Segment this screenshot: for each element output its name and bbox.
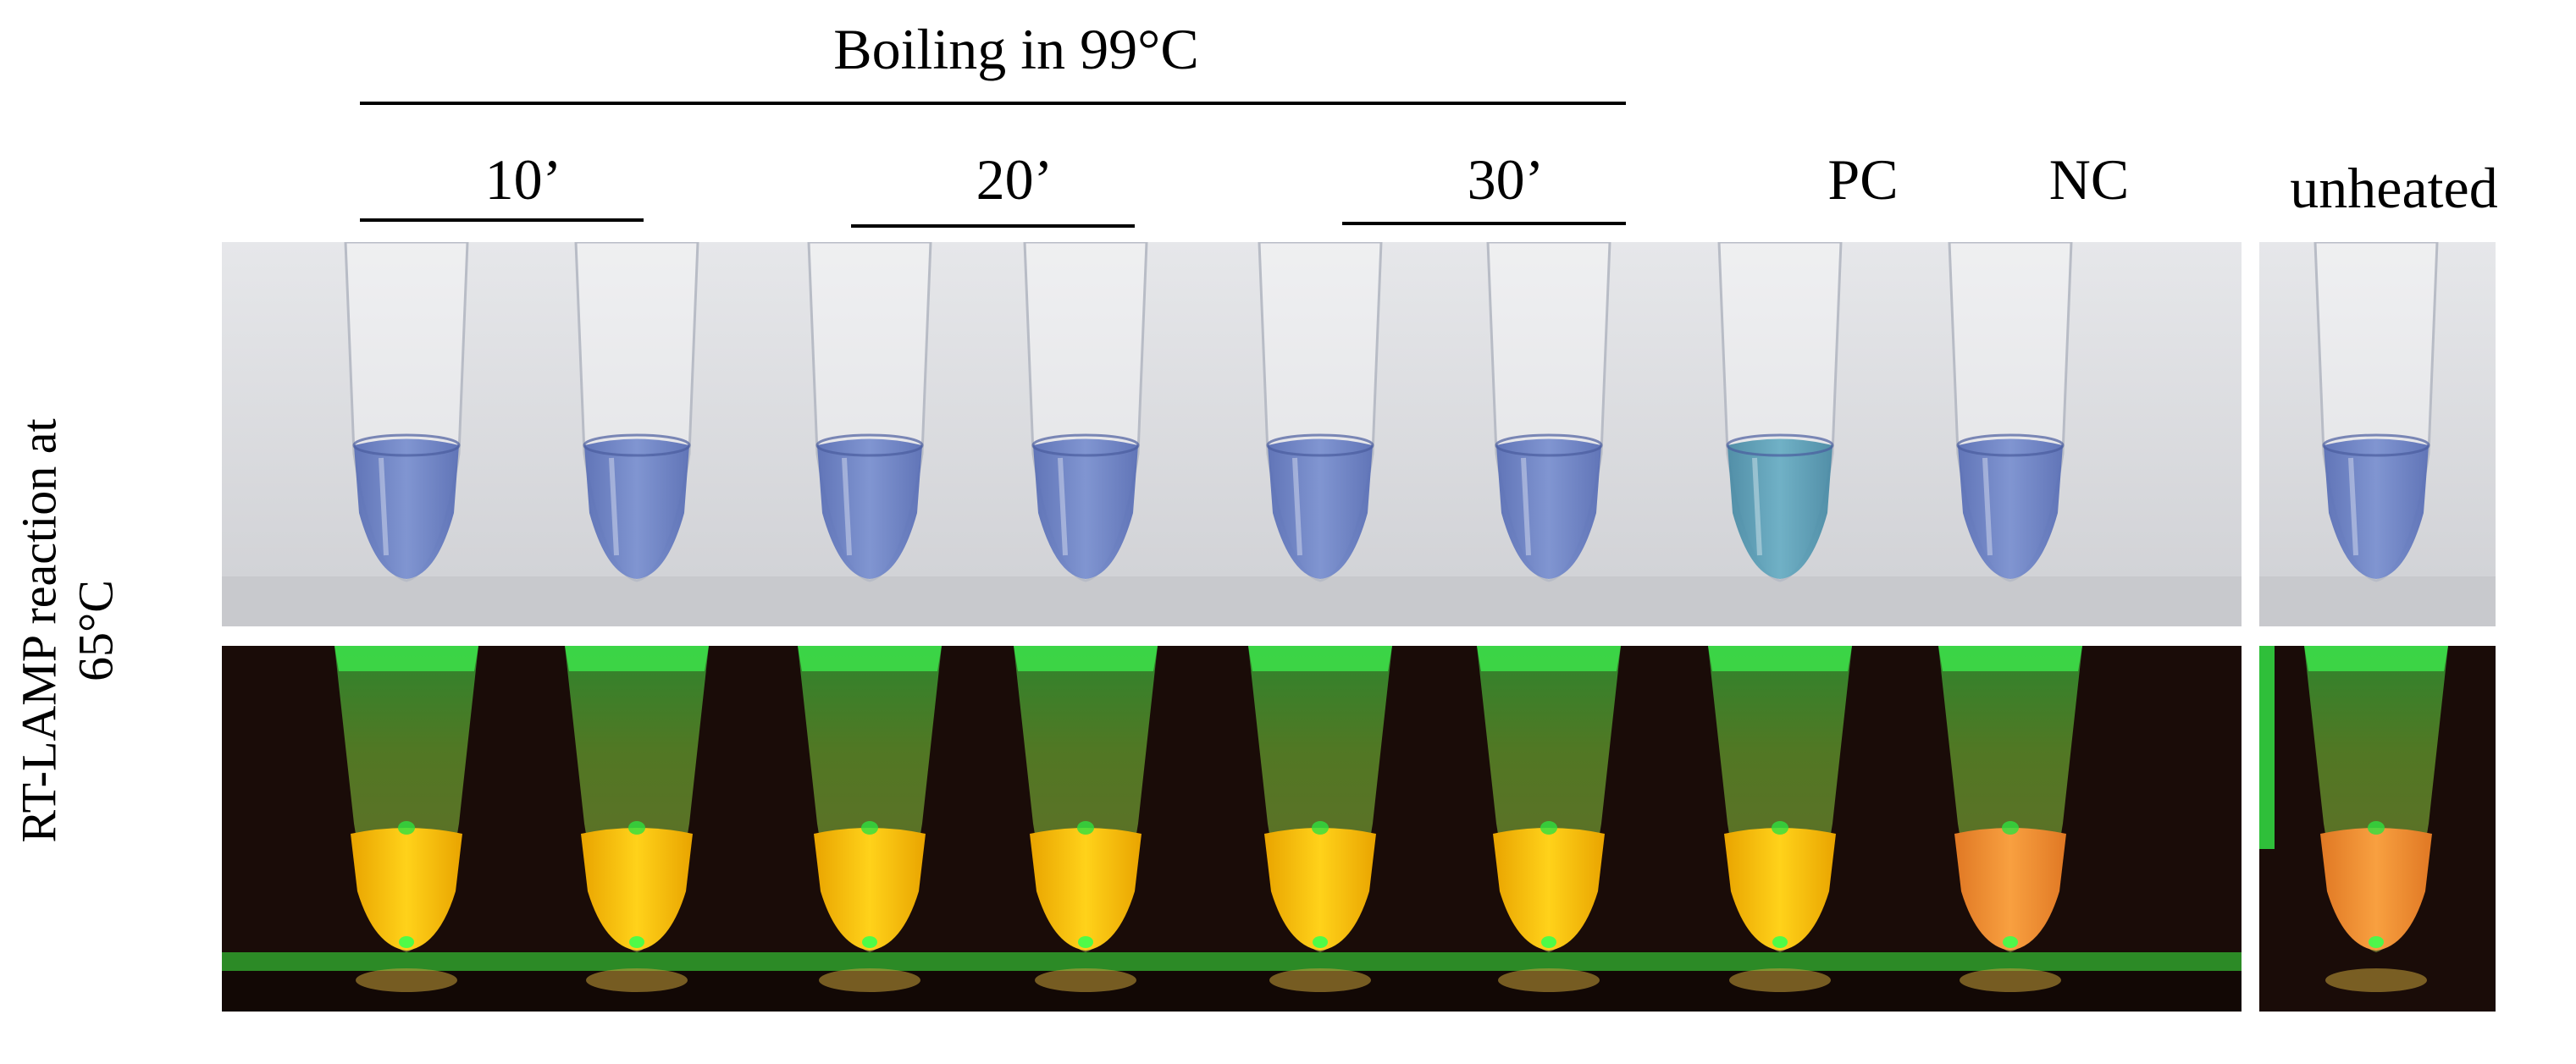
visible-light-panel [222,242,2242,626]
tube-visible-heated-20-b [1023,242,1148,582]
time-label-30: 30’ [1467,147,1545,212]
tube-uv-heated-10-a [334,646,478,992]
row-label-line1: RT-LAMP reaction at [11,418,67,843]
tube-visible-heated-30-b [1486,242,1611,582]
time-line-30 [1342,222,1626,225]
tube-visible-heated-10-a [344,242,469,582]
tube-uv-heated-30-b [1477,646,1621,992]
tube-uv-heated-20-a [798,646,942,992]
tube-uv-unheated [2304,646,2448,992]
tube-visible-NC [1948,242,2073,582]
row-label: RT-LAMP reaction at 65°C [11,418,124,842]
pc-label: PC [1827,147,1899,212]
unheated-label: unheated [2290,156,2498,220]
time-label-10: 10’ [484,147,562,212]
tube-uv-heated-30-a [1248,646,1392,992]
group-header-line [360,102,1626,105]
time-line-10 [360,218,644,222]
nc-label: NC [2048,147,2130,212]
row-label-line2: 65°C [68,580,123,681]
tube-visible-unheated [2313,242,2439,582]
tube-uv-heated-10-b [565,646,709,992]
tube-uv-PC [1708,646,1852,992]
tube-visible-heated-10-b [574,242,699,582]
time-line-20 [851,224,1135,228]
uv-light-panel [222,646,2242,1012]
uv-light-unheated-panel [2259,646,2496,1012]
tube-uv-NC [1938,646,2082,992]
tube-visible-heated-20-a [807,242,932,582]
group-header: Boiling in 99°C [833,17,1199,81]
time-label-20: 20’ [976,147,1053,212]
visible-light-unheated-panel [2259,242,2496,626]
tube-visible-heated-30-a [1258,242,1383,582]
tube-visible-PC [1717,242,1843,582]
tube-uv-heated-20-b [1014,646,1158,992]
